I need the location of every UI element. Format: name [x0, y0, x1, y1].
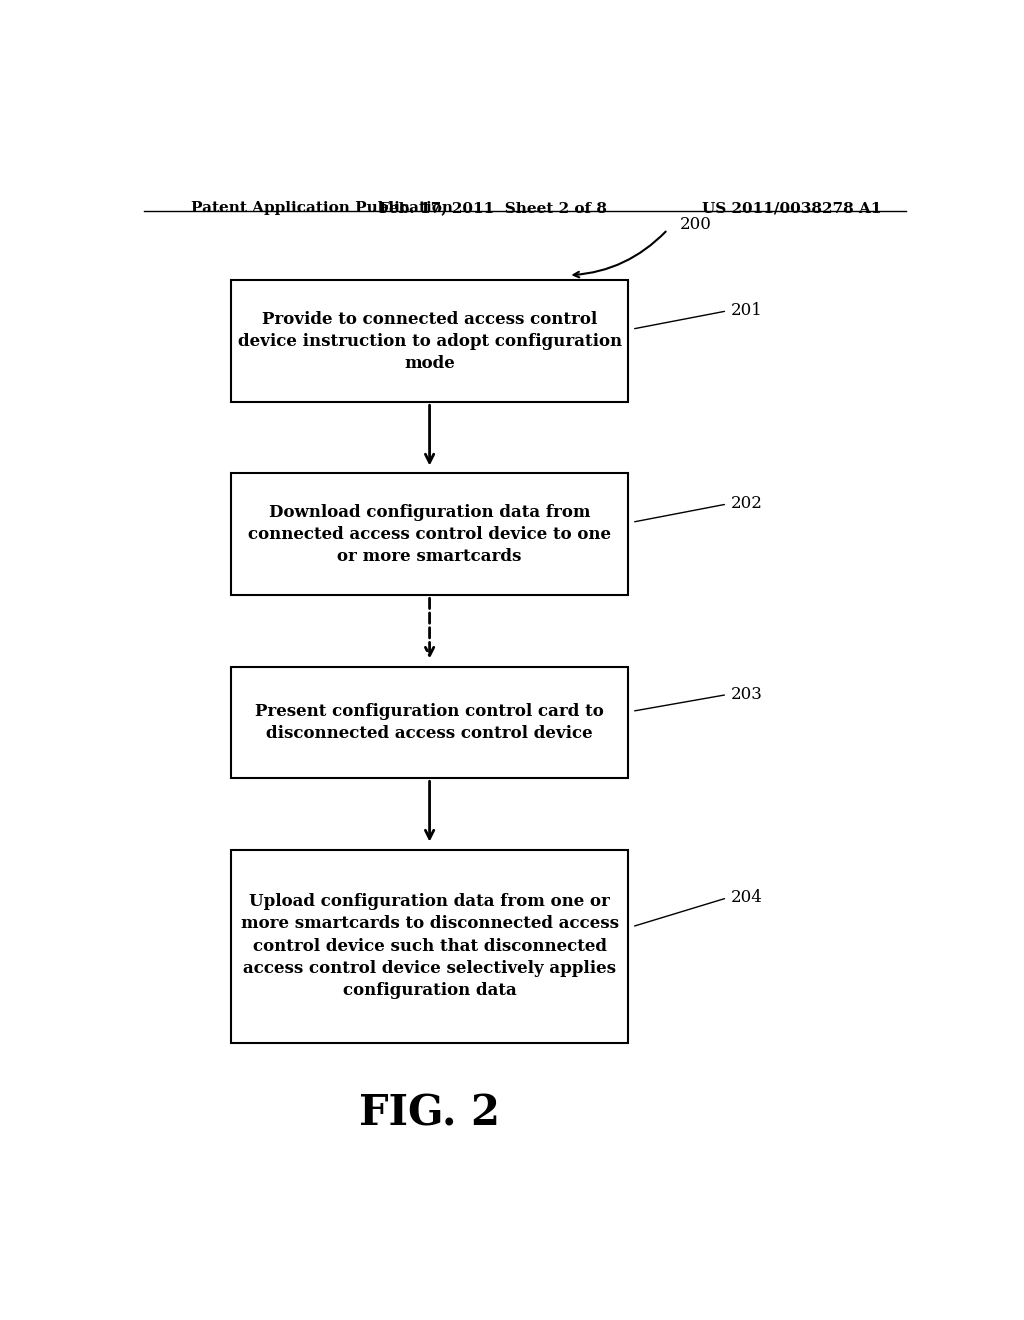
- Text: US 2011/0038278 A1: US 2011/0038278 A1: [702, 201, 882, 215]
- Text: Download configuration data from
connected access control device to one
or more : Download configuration data from connect…: [248, 504, 611, 565]
- Text: 200: 200: [680, 216, 712, 232]
- FancyBboxPatch shape: [231, 850, 628, 1043]
- Text: Patent Application Publication: Patent Application Publication: [191, 201, 454, 215]
- Text: Provide to connected access control
device instruction to adopt configuration
mo: Provide to connected access control devi…: [238, 310, 622, 372]
- Text: 204: 204: [731, 890, 763, 907]
- Text: 203: 203: [731, 686, 763, 704]
- Text: Present configuration control card to
disconnected access control device: Present configuration control card to di…: [255, 704, 604, 742]
- FancyBboxPatch shape: [231, 280, 628, 403]
- Text: 202: 202: [731, 495, 763, 512]
- FancyBboxPatch shape: [231, 474, 628, 595]
- FancyBboxPatch shape: [231, 667, 628, 779]
- Text: FIG. 2: FIG. 2: [359, 1093, 500, 1135]
- Text: Feb. 17, 2011  Sheet 2 of 8: Feb. 17, 2011 Sheet 2 of 8: [379, 201, 607, 215]
- Text: 201: 201: [731, 302, 763, 319]
- Text: Upload configuration data from one or
more smartcards to disconnected access
con: Upload configuration data from one or mo…: [241, 894, 618, 999]
